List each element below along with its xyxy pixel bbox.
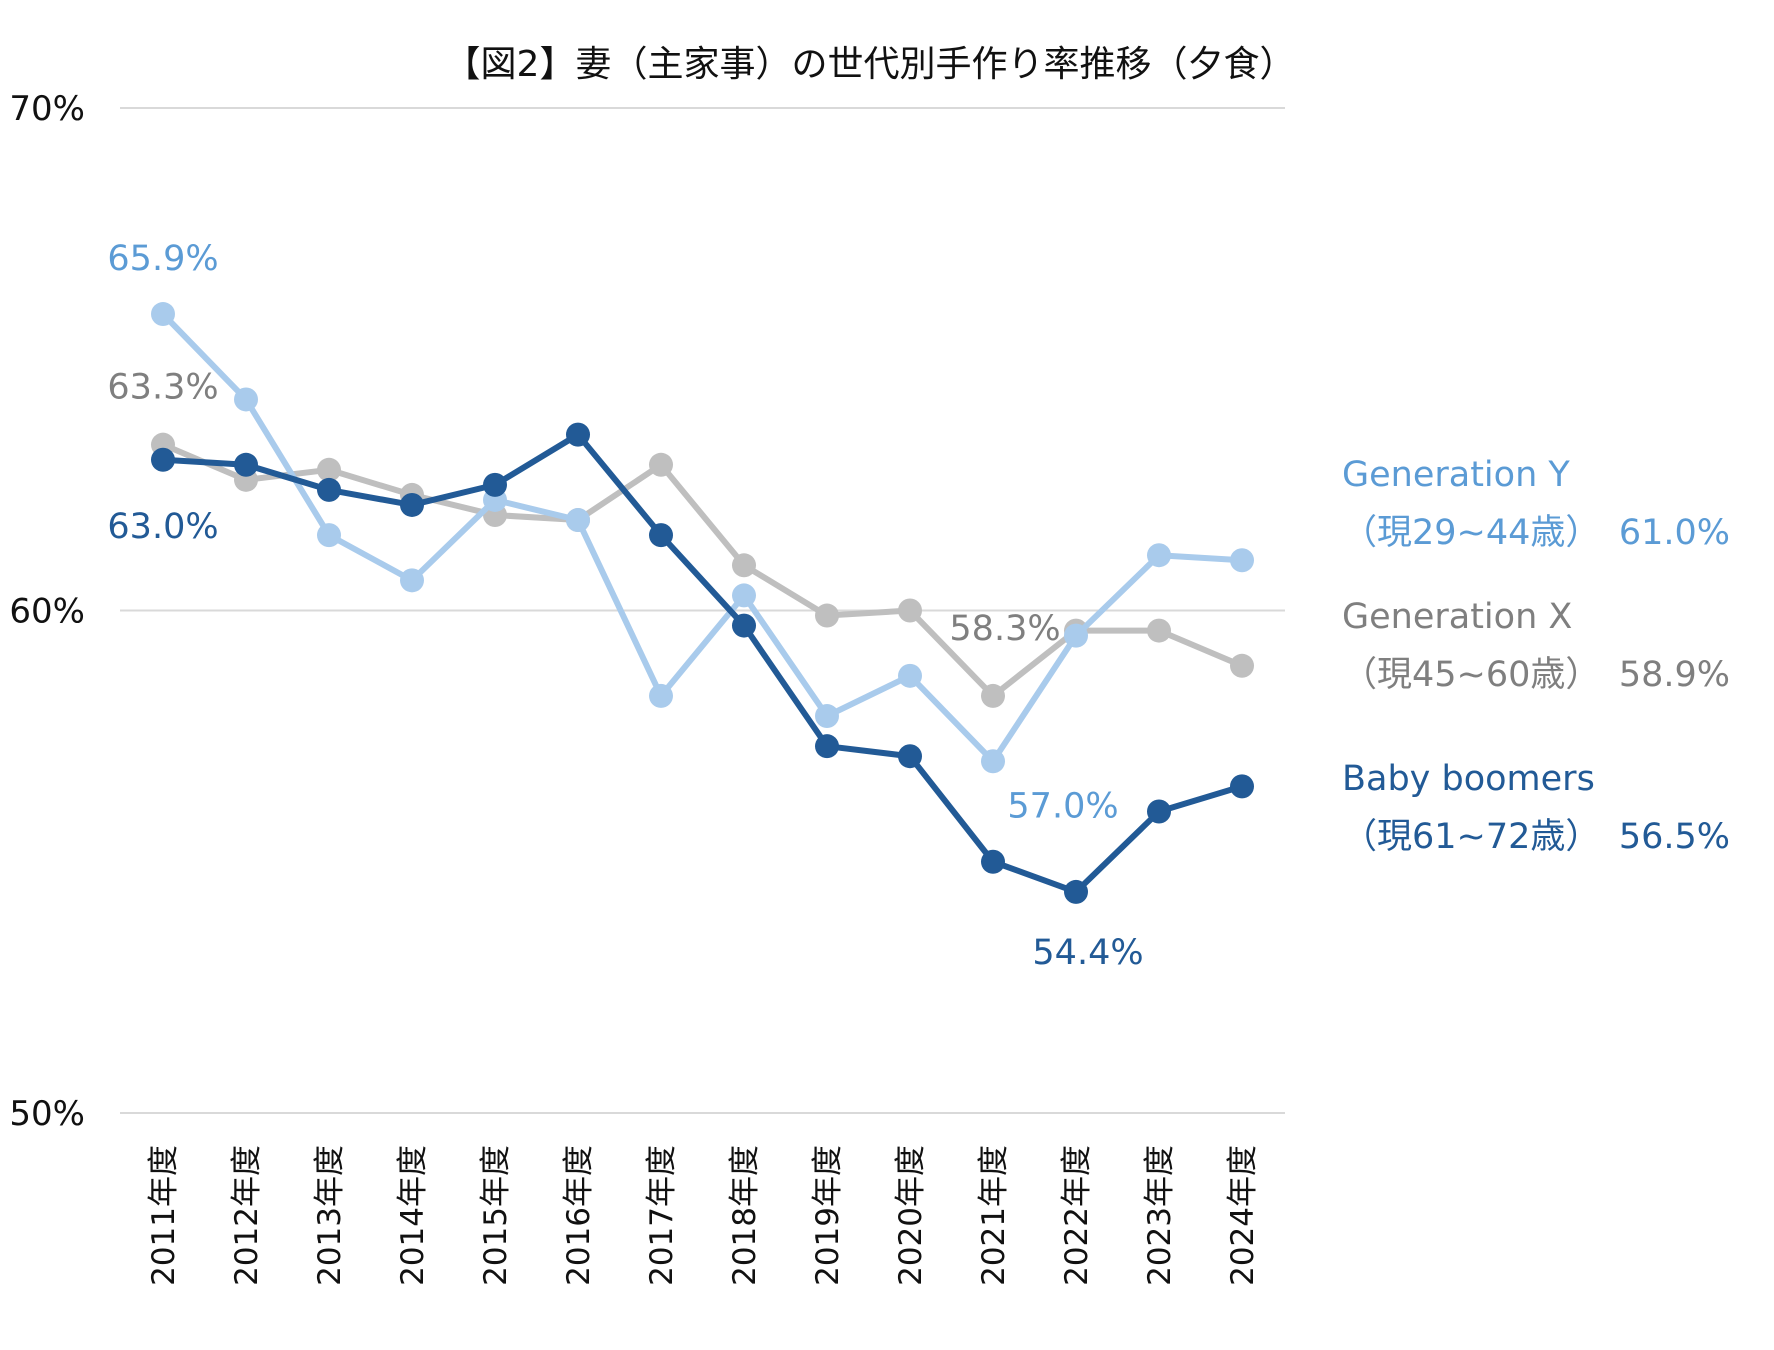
series-line-boomers [160,431,1245,895]
x-tick-label: 2013年度 [312,1145,348,1286]
legend-series-name: Generation Y [1342,455,1570,495]
y-axis-ticks: 70% 60% 50% [9,89,85,1134]
x-tick-label: 2021年度 [976,1145,1012,1286]
x-tick-label: 2023年度 [1142,1145,1178,1286]
data-point-boomers [815,734,839,759]
data-point-geny [815,704,839,729]
x-tick-label: 2022年度 [1059,1145,1095,1286]
x-tick-label: 2016年度 [561,1145,597,1286]
legend-entry-boomers: Baby boomers （現61~72歳） 56.5% [1342,759,1730,857]
data-point-boomers [151,447,175,472]
data-point-geny [732,583,756,608]
data-point-boomers [1147,799,1171,824]
x-tick-label: 2015年度 [478,1145,514,1286]
series-genx [151,432,1254,708]
data-point-geny [649,683,673,708]
data-point-geny [981,749,1005,774]
data-label-boomers: 54.4% [1032,933,1143,973]
series-line-genx [160,441,1245,699]
data-point-boomers [566,422,590,447]
x-tick-label: 2011年度 [146,1145,182,1286]
data-point-genx [317,457,341,482]
x-tick-label: 2020年度 [893,1145,929,1286]
x-tick-label: 2018年度 [727,1145,763,1286]
legend-entry-geny: Generation Y （現29~44歳） 61.0% [1342,455,1730,553]
data-point-boomers [898,744,922,769]
data-point-boomers [1230,774,1254,799]
data-point-geny [566,508,590,533]
legend-series-last-value: 61.0% [1619,513,1730,553]
data-point-boomers [981,849,1005,874]
data-point-boomers [317,477,341,502]
legend-series-last-value: 58.9% [1619,655,1730,695]
data-point-geny [317,523,341,548]
x-tick-label: 2012年度 [229,1145,265,1286]
data-point-geny [1064,623,1088,648]
data-point-genx [898,598,922,623]
data-label-genx: 58.3% [949,609,1060,649]
data-point-boomers [732,613,756,638]
gridlines [120,107,1285,1114]
legend-series-sub: （現29~44歳） [1342,513,1600,553]
data-point-genx [1147,618,1171,643]
x-tick-label: 2017年度 [644,1145,680,1286]
x-tick-label: 2024年度 [1225,1145,1261,1286]
series-boomers [151,422,1254,904]
data-point-genx [649,452,673,477]
data-point-genx [732,553,756,578]
data-point-genx [815,603,839,628]
data-label-genx: 63.3% [107,368,218,408]
data-point-genx [1230,653,1254,678]
x-tick-label: 2014年度 [395,1145,431,1286]
data-point-geny [1230,548,1254,573]
y-tick-label: 50% [9,1094,85,1134]
data-point-geny [151,302,175,327]
data-point-boomers [400,492,424,517]
series-lines [151,302,1254,904]
data-point-boomers [234,452,258,477]
data-labels: 65.9% 63.3% 63.0% 58.3% 57.0% 54.4% [107,239,1143,973]
x-axis-ticks: 2011年度 2012年度 2013年度 2014年度 2015年度 2016年度 2017… [146,1145,1261,1286]
data-point-geny [234,387,258,412]
chart-title: 【図2】妻（主家事）の世代別手作り率推移（夕食） [445,44,1296,85]
legend-series-last-value: 56.5% [1619,817,1730,857]
data-point-boomers [649,523,673,548]
series-geny [151,302,1254,774]
data-point-geny [1147,543,1171,568]
legend-entry-genx: Generation X （現45~60歳） 58.9% [1342,597,1730,695]
x-tick-label: 2019年度 [810,1145,846,1286]
data-point-boomers [483,472,507,497]
data-point-geny [400,568,424,593]
series-line-geny [160,311,1245,765]
data-label-geny: 57.0% [1007,786,1118,826]
legend-series-sub: （現45~60歳） [1342,655,1600,695]
legend-series-sub: （現61~72歳） [1342,817,1600,857]
legend: Generation X （現45~60歳） 58.9% Generation Y （現… [1342,455,1730,857]
data-label-boomers: 63.0% [107,507,218,547]
data-label-geny: 65.9% [107,239,218,279]
data-point-boomers [1064,879,1088,904]
legend-series-name: Baby boomers [1342,759,1595,799]
data-point-genx [981,683,1005,708]
y-tick-label: 60% [9,592,85,632]
y-tick-label: 70% [9,89,85,129]
data-point-geny [898,663,922,688]
legend-series-name: Generation X [1342,597,1572,637]
